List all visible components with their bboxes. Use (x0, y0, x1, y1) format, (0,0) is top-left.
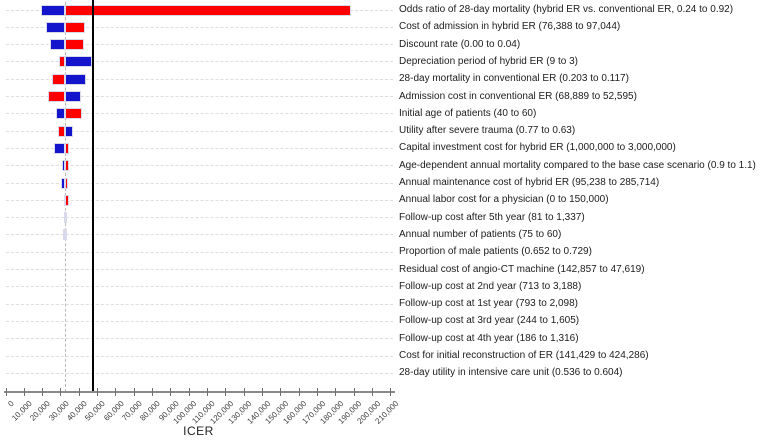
bar-low-side (41, 4, 66, 16)
row-label: Annual maintenance cost of hybrid ER (95… (399, 177, 660, 188)
bar-low-side (58, 125, 66, 137)
x-tick-label: 30,000 (46, 399, 71, 423)
x-axis-tick (317, 388, 319, 396)
row-label: Utility after severe trauma (0.77 to 0.6… (399, 125, 576, 137)
row-gridline (6, 355, 393, 357)
row-gridline (6, 61, 393, 63)
x-axis-tick (262, 388, 264, 396)
x-axis-tick (207, 388, 209, 396)
x-axis-tick (5, 388, 7, 396)
row-gridline (6, 199, 393, 201)
x-tick-label: 60,000 (101, 399, 126, 423)
row-label: Annual number of patients (75 to 60) (399, 228, 562, 240)
bar-high-side (65, 125, 73, 137)
row-label: Follow-up cost at 1st year (793 to 2,098… (399, 298, 578, 310)
bar-high-side (65, 160, 70, 172)
bar-high-side (65, 142, 70, 154)
row-label: Discount rate (0.00 to 0.04) (399, 38, 521, 50)
row-label: Odds ratio of 28-day mortality (hybrid E… (399, 4, 734, 15)
row-gridline (6, 338, 393, 340)
x-axis-tick (42, 388, 44, 396)
row-gridline (6, 217, 393, 219)
row-label: Proportion of male patients (0.652 to 0.… (399, 246, 592, 258)
x-axis-tick (225, 388, 227, 396)
x-axis-tick (335, 388, 337, 396)
bar-high-side (65, 91, 82, 102)
bar-low-side (62, 229, 66, 241)
row-gridline (6, 96, 393, 97)
bar-low-side (58, 56, 66, 68)
row-label: Cost of admission in hybrid ER (76,388 t… (399, 21, 621, 33)
bar-low-side (62, 160, 66, 172)
bar-high-side (65, 39, 85, 51)
row-label: Age-dependent annual mortality compared … (399, 159, 756, 171)
x-axis-tick (133, 388, 135, 396)
row-gridline (6, 303, 393, 305)
bar-high-side (65, 229, 68, 241)
bar-high-side (65, 4, 352, 16)
x-axis-tick (280, 388, 282, 396)
x-axis-tick (23, 388, 25, 396)
bar-low-side (54, 142, 66, 154)
x-axis-tick (390, 388, 392, 396)
row-label: Cost for initial reconstruction of ER (1… (399, 350, 649, 361)
row-label: Follow-up cost at 3rd year (244 to 1,605… (399, 315, 580, 327)
bar-low-side (49, 39, 66, 51)
x-axis-tick (188, 388, 190, 396)
bar-high-side (65, 21, 86, 33)
row-gridline (6, 286, 393, 288)
row-gridline (6, 234, 393, 236)
x-axis-tick (353, 388, 355, 396)
x-axis-tick (372, 388, 374, 396)
x-axis-tick (60, 388, 62, 396)
row-gridline (6, 372, 393, 374)
row-label: Initial age of patients (40 to 60) (399, 107, 537, 119)
bar-low-side (48, 91, 66, 102)
bar-high-side (65, 194, 70, 206)
row-gridline (6, 147, 393, 149)
row-label: 28-day mortality in conventional ER (0.2… (399, 73, 629, 85)
x-axis-tick (152, 388, 154, 396)
x-tick-label: 0 (5, 399, 16, 409)
row-gridline (6, 251, 393, 253)
row-gridline (6, 269, 393, 270)
bar-low-side (52, 73, 66, 85)
row-label: Capital investment cost for hybrid ER (1… (399, 142, 676, 154)
bar-low-side (56, 108, 66, 120)
row-label: Depreciation period of hybrid ER (9 to 3… (399, 55, 578, 67)
reference-line (91, 0, 94, 392)
bar-low-side (46, 21, 66, 33)
row-gridline (6, 44, 393, 46)
row-gridline (6, 182, 393, 184)
bar-high-side (65, 177, 68, 189)
x-axis-title: ICER (183, 424, 214, 438)
x-axis-tick (115, 388, 117, 396)
row-label: Follow-up cost at 2nd year (713 to 3,188… (399, 280, 582, 292)
row-gridline (6, 320, 393, 322)
bar-low-side (61, 177, 66, 189)
x-axis-tick (170, 388, 172, 396)
row-label: Follow-up cost at 4th year (186 to 1,316… (399, 332, 579, 344)
row-label: Residual cost of angio-CT machine (142,8… (399, 263, 645, 275)
row-label: Admission cost in conventional ER (68,88… (399, 90, 637, 102)
row-gridline (6, 165, 393, 167)
row-label: Follow-up cost after 5th year (81 to 1,3… (399, 211, 585, 223)
x-axis-line (4, 391, 395, 393)
bar-high-side (65, 212, 68, 224)
row-gridline (6, 78, 393, 80)
bar-high-side (65, 108, 83, 120)
row-gridline (6, 113, 393, 115)
x-axis-tick (97, 388, 99, 396)
bar-high-side (65, 56, 92, 68)
row-label: 28-day utility in intensive care unit (0… (399, 367, 623, 379)
row-gridline (6, 26, 393, 28)
bar-high-side (65, 73, 86, 85)
row-label: Annual labor cost for a physician (0 to … (399, 194, 609, 206)
x-axis-tick (78, 388, 80, 396)
row-gridline (6, 130, 393, 132)
x-axis-tick (298, 388, 300, 396)
x-axis-tick (243, 388, 245, 396)
